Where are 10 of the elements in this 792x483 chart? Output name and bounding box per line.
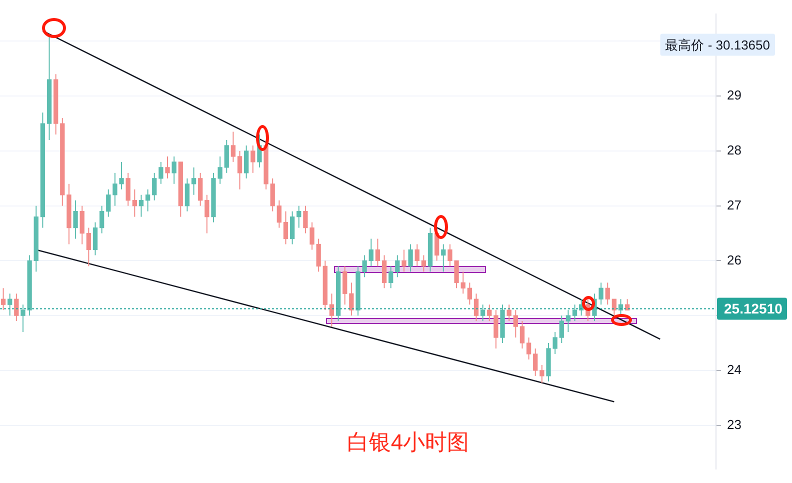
ref-line-label: 25.12510 xyxy=(724,300,783,317)
y-tick-label: 28 xyxy=(727,142,742,158)
y-tick-label: 27 xyxy=(727,197,742,212)
text: 白银4小时图 xyxy=(346,429,470,454)
candlestick xyxy=(540,364,544,384)
y-tick-label: 29 xyxy=(727,88,742,103)
y-tick-label: 26 xyxy=(727,252,742,268)
annotation: 最高价 - 30.13650 xyxy=(665,37,770,52)
y-tick-label: 23 xyxy=(727,416,742,432)
y-tick-label: 24 xyxy=(727,362,742,378)
